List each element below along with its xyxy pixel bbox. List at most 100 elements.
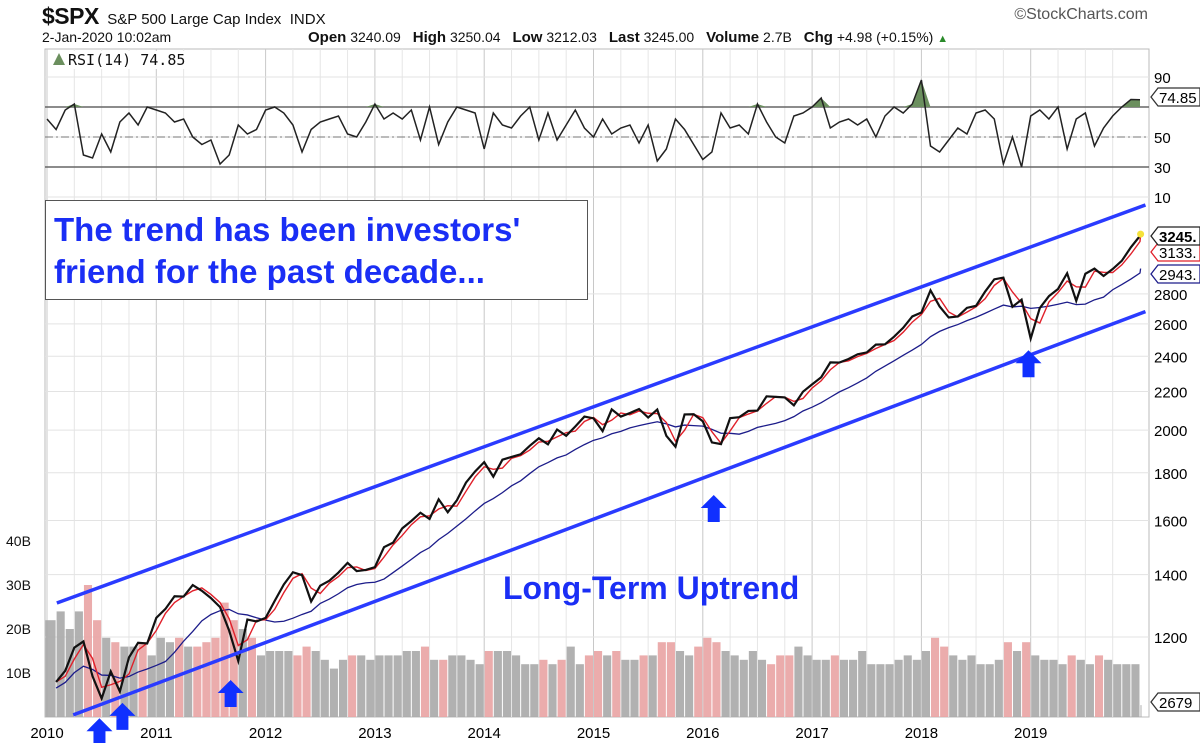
volume-bar (657, 642, 666, 717)
ma-long-value-label: 2943. (1159, 267, 1197, 284)
volume-bar (794, 646, 803, 717)
volume-bar (348, 655, 357, 717)
volume-bar (666, 642, 675, 717)
volume-bar (256, 655, 266, 717)
volume-bar (949, 655, 958, 717)
volume-bar (1040, 659, 1049, 717)
volume-bar (539, 659, 548, 717)
volume-bar (594, 651, 603, 717)
volume-bar (56, 611, 65, 717)
copyright: ©StockCharts.com (1014, 6, 1148, 23)
rsi-tick-label: 10 (1154, 190, 1171, 207)
volume-value-label: 2679 (1159, 695, 1192, 712)
rsi-line (46, 79, 1141, 168)
volume-bar (685, 655, 694, 717)
year-tick-label: 2019 (1014, 725, 1047, 742)
volume-bar (1067, 655, 1076, 717)
volume-bar (867, 664, 876, 717)
quote-summary: Open 3240.09 High 3250.04 Low 3212.03 La… (300, 29, 948, 46)
year-tick-label: 2018 (905, 725, 938, 742)
rsi-overbought-fill (65, 80, 1140, 107)
year-tick-label: 2010 (30, 725, 63, 742)
year-tick-label: 2014 (468, 725, 501, 742)
ma-short-value-label: 3133. (1159, 245, 1197, 262)
volume-bar (384, 655, 393, 717)
volume-bar (1094, 655, 1104, 717)
volume-bar (420, 646, 430, 717)
volume-bar (931, 637, 940, 717)
volume-bar (958, 659, 967, 717)
volume-bar (366, 659, 375, 717)
volume-bar (694, 646, 703, 717)
volume-bar (721, 651, 730, 717)
up-arrow-icon (1015, 350, 1042, 378)
volume-tick-label: 20B (6, 621, 31, 637)
volume-bar (93, 620, 102, 717)
rsi-tick-label: 90 (1154, 70, 1171, 87)
low-value: 3212.03 (546, 29, 597, 45)
volume-bar (202, 642, 211, 717)
volume-bar (266, 651, 275, 717)
triangle-up-icon: ▲ (937, 33, 949, 45)
volume-bar (1122, 664, 1131, 717)
open-label: Open (308, 29, 347, 46)
volume-bar (74, 611, 83, 717)
volume-bar (858, 651, 867, 717)
last-price-marker (1137, 230, 1145, 238)
volume-bar (275, 651, 284, 717)
ma-short-line (55, 234, 1142, 689)
volume-bar (211, 637, 220, 717)
low-label: Low (512, 29, 543, 46)
volume-bar (357, 655, 366, 717)
volume-bar (393, 655, 402, 717)
ma-long-line (55, 268, 1142, 689)
volume-bar (812, 659, 821, 717)
volume-bar (675, 651, 685, 717)
price-tick-label: 2200 (1154, 385, 1187, 402)
volume-bar (120, 646, 129, 717)
volume-bar (703, 637, 712, 717)
volume-bar (175, 637, 184, 717)
last-label: Last (608, 29, 640, 46)
volume-bar (284, 651, 293, 717)
volume-bar (1058, 664, 1067, 717)
volume-bar (739, 659, 748, 717)
volume-bar (885, 664, 894, 717)
up-arrow-icon (86, 718, 113, 743)
volume-bar (575, 664, 584, 717)
volume-bar (894, 659, 903, 717)
volume-bar (129, 646, 138, 717)
datetime: 2-Jan-2020 10:02am (42, 29, 172, 45)
volume-bar (921, 651, 931, 717)
volume-bar (311, 651, 320, 717)
last-value: 3245.00 (643, 29, 695, 45)
volume-bar (238, 629, 247, 717)
volume-bar (375, 655, 384, 717)
plot-frame (44, 48, 1150, 718)
price-tick-label: 2000 (1154, 423, 1187, 440)
volume-bar (621, 659, 630, 717)
year-tick-label: 2015 (577, 725, 610, 742)
last-price-value-label: 3245. (1159, 229, 1197, 246)
volume-bar (338, 659, 348, 717)
year-tick-label: 2016 (686, 725, 719, 742)
up-arrow-icon (109, 702, 136, 730)
volume-bar (584, 655, 593, 717)
rsi-value-label-tag (1150, 87, 1200, 107)
volume-bar (557, 659, 566, 717)
volume-bar (803, 655, 812, 717)
volume-bar (1140, 705, 1142, 717)
volume-bar (757, 659, 767, 717)
volume-bar (329, 668, 338, 717)
volume-bar (1076, 659, 1085, 717)
price-tick-label: 2400 (1154, 349, 1187, 366)
high-label: High (412, 29, 447, 46)
rsi-legend: RSI(14) 74.85 (50, 51, 189, 69)
volume-bar (521, 664, 530, 717)
volume-bar (912, 659, 921, 717)
volume-bar (1031, 655, 1040, 717)
volume-bar (730, 655, 739, 717)
price-tick-label: 1800 (1154, 466, 1187, 483)
volume-bar (1049, 659, 1058, 717)
